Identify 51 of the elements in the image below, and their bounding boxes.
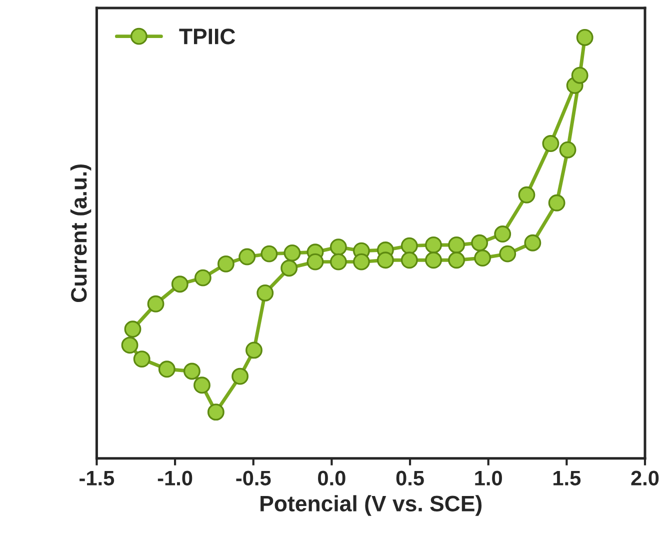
point [158, 360, 176, 378]
point [576, 28, 594, 46]
x-tick-label: 2.0 [631, 470, 659, 486]
x-tick-label: -1.0 [158, 470, 192, 486]
point [260, 245, 278, 262]
point [518, 186, 536, 204]
point [232, 368, 249, 385]
point [217, 255, 234, 272]
point [425, 236, 442, 254]
x-tick-label: 0.0 [318, 470, 346, 486]
point [499, 245, 516, 262]
point [524, 234, 542, 252]
x-tick-label: -0.5 [236, 470, 271, 486]
point [559, 141, 576, 158]
point [256, 284, 274, 302]
point [425, 252, 442, 269]
point [207, 404, 224, 421]
point [352, 253, 370, 270]
x-tick-label: 0.5 [396, 470, 424, 486]
point [147, 295, 164, 312]
point [284, 244, 301, 262]
x-tick-label: -1.5 [80, 470, 114, 486]
point [306, 253, 324, 270]
point [330, 238, 347, 256]
point [171, 276, 188, 293]
legend-label: TPIIC [179, 28, 236, 44]
point [121, 336, 138, 354]
point [474, 250, 492, 266]
point [376, 252, 394, 269]
point [448, 236, 466, 254]
point [280, 260, 298, 277]
point [194, 269, 212, 286]
point [448, 252, 466, 269]
y-axis-title: Current (a.u.) [70, 164, 92, 302]
x-tick-label: 1.0 [475, 470, 502, 486]
x-tick-label: 1.5 [553, 470, 581, 486]
point [124, 320, 142, 338]
point [330, 253, 347, 270]
point [542, 135, 560, 152]
point [246, 342, 262, 359]
point [400, 252, 418, 269]
point [548, 194, 566, 212]
point [194, 376, 210, 394]
point [133, 350, 150, 368]
point [571, 66, 588, 84]
point [183, 362, 200, 380]
point [400, 237, 418, 254]
point [471, 234, 488, 252]
point [494, 226, 512, 243]
x-axis-title: Potencial (V vs. SCE) [260, 495, 482, 516]
point [238, 248, 256, 266]
